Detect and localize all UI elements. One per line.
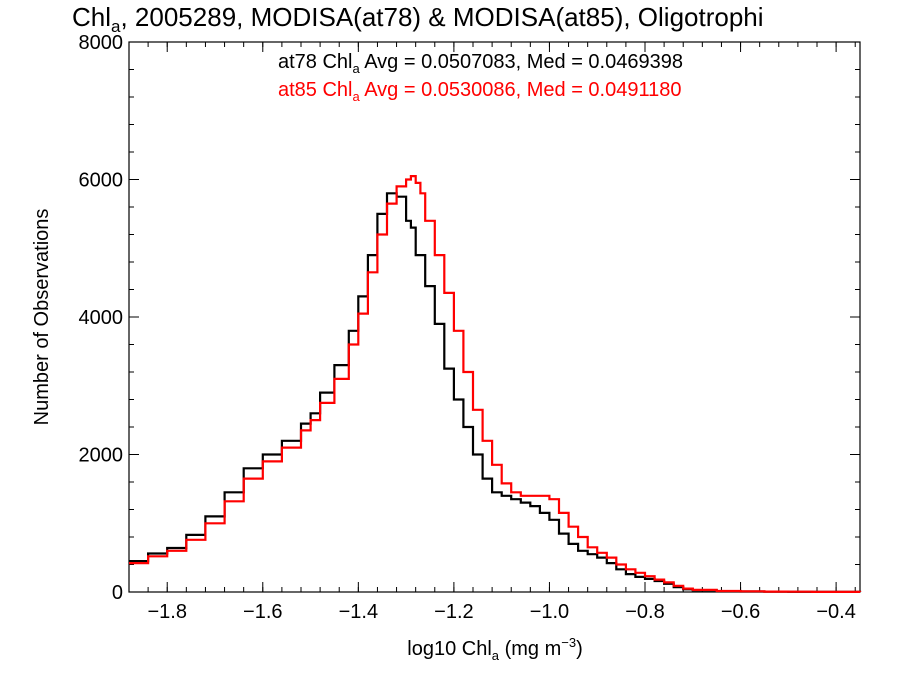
annotation-at78-subscript: a xyxy=(353,61,361,76)
y-tick-label: 0 xyxy=(112,582,123,604)
x-axis-ticks: −1.8 −1.6 −1.4 −1.2 −1.0 −0.8 −0.6 −0.4 xyxy=(147,42,856,623)
x-tick-label: −1.0 xyxy=(530,601,569,623)
y-axis-ticks: 0 2000 4000 6000 8000 xyxy=(79,32,860,604)
x-tick-label: −0.4 xyxy=(816,601,855,623)
x-tick-label: −0.8 xyxy=(625,601,664,623)
x-axis-label: log10 Chla (mg m−3) xyxy=(407,635,582,663)
y-tick-label: 2000 xyxy=(79,445,124,467)
annotation-at85-subscript: a xyxy=(353,89,361,104)
annotation-at78-part1: at78 Chl xyxy=(278,51,353,73)
y-axis-label: Number of Observations xyxy=(31,209,53,426)
annotation-at85-part2: Avg = 0.0530086, Med = 0.0491180 xyxy=(360,79,682,101)
series-at78-line xyxy=(129,192,862,593)
x-tick-label: −1.8 xyxy=(147,601,186,623)
x-tick-label: −1.2 xyxy=(434,601,473,623)
chart-title: Chla, 2005289, MODISA(at78) & MODISA(at8… xyxy=(72,2,764,36)
chart-title-rest: , 2005289, MODISA(at78) & MODISA(at85), … xyxy=(120,2,763,32)
chart-title-subscript: a xyxy=(111,17,121,36)
x-axis-label-part2: (mg m xyxy=(499,638,561,660)
x-tick-label: −1.4 xyxy=(339,601,378,623)
plot-frame xyxy=(128,41,861,593)
chart-title-prefix: Chl xyxy=(72,2,111,32)
x-tick-label: −1.6 xyxy=(243,601,282,623)
y-tick-label: 6000 xyxy=(79,170,124,192)
series-at85-line xyxy=(129,175,862,593)
annotation-at85: at85 Chla Avg = 0.0530086, Med = 0.04911… xyxy=(278,79,682,104)
y-tick-label: 4000 xyxy=(79,307,124,329)
y-tick-label: 8000 xyxy=(79,32,124,54)
x-tick-label: −0.6 xyxy=(721,601,760,623)
x-axis-label-subscript: a xyxy=(492,648,500,663)
x-axis-label-part3: ) xyxy=(576,638,583,660)
series-group xyxy=(129,175,862,593)
x-axis-label-superscript: −3 xyxy=(561,635,576,650)
annotation-at78-part2: Avg = 0.0507083, Med = 0.0469398 xyxy=(360,51,683,73)
annotation-at78: at78 Chla Avg = 0.0507083, Med = 0.04693… xyxy=(278,51,683,76)
x-axis-label-part1: log10 Chl xyxy=(407,638,492,660)
annotation-at85-part1: at85 Chl xyxy=(278,79,353,101)
